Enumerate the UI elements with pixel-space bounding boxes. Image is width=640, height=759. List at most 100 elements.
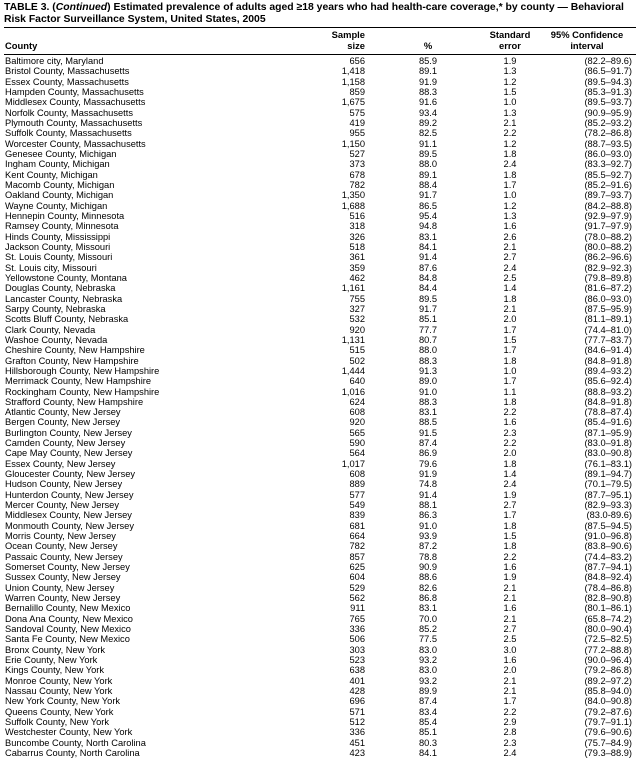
county-cell: Kent County, Michigan xyxy=(5,169,98,180)
county-cell: Sandoval County, New Mexico xyxy=(5,624,131,635)
sample-size-cell: 527 xyxy=(349,148,365,159)
table-row: St. Louis County, Missouri 361 91.4 2.7 (86.… xyxy=(0,252,640,262)
county-cell: Baltimore city, Maryland xyxy=(5,56,104,66)
county-cell: Somerset County, New Jersey xyxy=(5,562,130,573)
percent-cell: 86.3 xyxy=(418,510,438,521)
confidence-interval-cell: (89.5–94.3) xyxy=(584,76,632,87)
percent-cell: 88.6 xyxy=(418,572,438,583)
standard-error-cell: 1.7 xyxy=(503,696,517,707)
county-cell: Middlesex County, New Jersey xyxy=(5,510,132,521)
county-cell: Cape May County, New Jersey xyxy=(5,448,133,459)
percent-cell: 77.5 xyxy=(418,634,438,645)
percent-cell: 86.9 xyxy=(418,448,438,459)
confidence-interval-cell: (89.7–93.7) xyxy=(584,190,632,201)
standard-error-cell: 2.9 xyxy=(503,717,517,727)
confidence-interval-cell: (74.4–81.0) xyxy=(584,324,632,335)
confidence-interval-cell: (75.7–84.9) xyxy=(584,737,632,748)
table-row: Santa Fe County, New Mexico 506 77.5 2.5 (72… xyxy=(0,634,640,644)
header-standard-error: Standard error xyxy=(478,29,542,51)
standard-error-cell: 2.6 xyxy=(503,231,517,242)
table-row: Clark County, Nevada 920 77.7 1.7 (74.4–81.0… xyxy=(0,325,640,335)
county-cell: Kings County, New York xyxy=(5,665,105,676)
sample-size-cell: 1,161 xyxy=(341,283,365,294)
percent-cell: 74.8 xyxy=(418,479,438,490)
standard-error-cell: 2.1 xyxy=(503,593,517,604)
table-row: Bronx County, New York 303 83.0 3.0 (77.2–88… xyxy=(0,645,640,655)
percent-cell: 88.0 xyxy=(418,159,438,170)
confidence-interval-cell: (88.8–93.2) xyxy=(584,386,632,397)
standard-error-cell: 2.4 xyxy=(503,262,517,273)
confidence-interval-cell: (79.8–89.8) xyxy=(584,272,632,283)
header-se-line1: Standard xyxy=(489,29,531,40)
table-row: St. Louis city, Missouri 359 87.6 2.4 (82.9–… xyxy=(0,263,640,273)
table-row: Wayne County, Michigan 1,688 86.5 1.2 (84.2–… xyxy=(0,201,640,211)
standard-error-cell: 2.1 xyxy=(503,117,517,128)
percent-cell: 91.0 xyxy=(418,520,438,531)
confidence-interval-cell: (92.9–97.9) xyxy=(584,210,632,221)
confidence-interval-cell: (83.3–92.7) xyxy=(584,159,632,170)
table-row: Monmouth County, New Jersey 681 91.0 1.8 (87… xyxy=(0,521,640,531)
county-cell: Bernalillo County, New Mexico xyxy=(5,603,131,614)
confidence-interval-cell: (85.2–93.2) xyxy=(584,117,632,128)
county-cell: St. Louis County, Missouri xyxy=(5,252,113,263)
standard-error-cell: 2.7 xyxy=(503,252,517,263)
percent-cell: 86.5 xyxy=(418,200,438,211)
table-row: New York County, New York 696 87.4 1.7 (84.0… xyxy=(0,696,640,706)
table-row: Passaic County, New Jersey 857 78.8 2.2 (74.… xyxy=(0,552,640,562)
percent-cell: 95.4 xyxy=(418,210,438,221)
sample-size-cell: 1,158 xyxy=(341,76,365,87)
table-row: Hennepin County, Minnesota 516 95.4 1.3 (92.… xyxy=(0,211,640,221)
county-cell: Hunterdon County, New Jersey xyxy=(5,489,134,500)
confidence-interval-cell: (87.5–94.5) xyxy=(584,520,632,531)
table-row: Jackson County, Missouri 518 84.1 2.1 (80.0–… xyxy=(0,242,640,252)
standard-error-cell: 2.2 xyxy=(503,706,517,717)
county-cell: Ramsey County, Minnesota xyxy=(5,221,119,232)
table-row: Merrimack County, New Hampshire 640 89.0 1.… xyxy=(0,376,640,386)
county-cell: Dona Ana County, New Mexico xyxy=(5,613,133,624)
sample-size-cell: 681 xyxy=(349,520,365,531)
confidence-interval-cell: (84.0–90.8) xyxy=(584,696,632,707)
percent-cell: 88.1 xyxy=(418,500,438,511)
standard-error-cell: 1.8 xyxy=(503,541,517,552)
percent-cell: 87.4 xyxy=(418,696,438,707)
confidence-interval-cell: (83.0-89.6) xyxy=(586,510,632,521)
standard-error-cell: 2.2 xyxy=(503,438,517,449)
standard-error-cell: 1.2 xyxy=(503,200,517,211)
percent-cell: 91.6 xyxy=(418,97,438,108)
percent-cell: 89.0 xyxy=(418,376,438,387)
header-ci-line2: interval xyxy=(570,39,604,51)
table-row: Bristol County, Massachusetts 1,418 89.1 1.… xyxy=(0,66,640,76)
sample-size-cell: 782 xyxy=(349,541,365,552)
standard-error-cell: 1.8 xyxy=(503,169,517,180)
confidence-interval-cell: (91.7–97.9) xyxy=(584,221,632,232)
table-row: Queens County, New York 571 83.4 2.2 (79.2–8… xyxy=(0,707,640,717)
confidence-interval-cell: (78.4–86.8) xyxy=(584,582,632,593)
confidence-interval-cell: (79.6–90.6) xyxy=(584,727,632,738)
header-sample-size: Sample size xyxy=(332,29,365,51)
percent-cell: 91.7 xyxy=(418,190,438,201)
percent-cell: 85.1 xyxy=(418,727,438,738)
standard-error-cell: 2.1 xyxy=(503,613,517,624)
confidence-interval-cell: (89.2–97.2) xyxy=(584,675,632,686)
table-row: Camden County, New Jersey 590 87.4 2.2 (83.0… xyxy=(0,438,640,448)
sample-size-cell: 532 xyxy=(349,314,365,325)
county-cell: Hennepin County, Minnesota xyxy=(5,210,125,221)
sample-size-cell: 640 xyxy=(349,376,365,387)
sample-size-cell: 523 xyxy=(349,655,365,666)
county-cell: Hillsborough County, New Hampshire xyxy=(5,365,160,376)
standard-error-cell: 2.1 xyxy=(503,675,517,686)
table-row: Kings County, New York 638 83.0 2.0 (79.2–86… xyxy=(0,665,640,675)
header-se-line2: error xyxy=(499,39,521,51)
table-row: Middlesex County, New Jersey 839 86.3 1.7 (8… xyxy=(0,510,640,520)
standard-error-cell: 1.5 xyxy=(503,531,517,542)
standard-error-cell: 1.7 xyxy=(503,376,517,387)
county-cell: Cheshire County, New Hampshire xyxy=(5,345,145,356)
county-cell: Rockingham County, New Hampshire xyxy=(5,386,160,397)
sample-size-cell: 564 xyxy=(349,448,365,459)
title-prefix: TABLE 3. ( xyxy=(4,2,56,13)
table-row: Norfolk County, Massachusetts 575 93.4 1.3 (… xyxy=(0,108,640,118)
percent-cell: 91.5 xyxy=(418,427,438,438)
county-cell: Hudson County, New Jersey xyxy=(5,479,123,490)
county-cell: Merrimack County, New Hampshire xyxy=(5,376,152,387)
standard-error-cell: 2.2 xyxy=(503,128,517,139)
